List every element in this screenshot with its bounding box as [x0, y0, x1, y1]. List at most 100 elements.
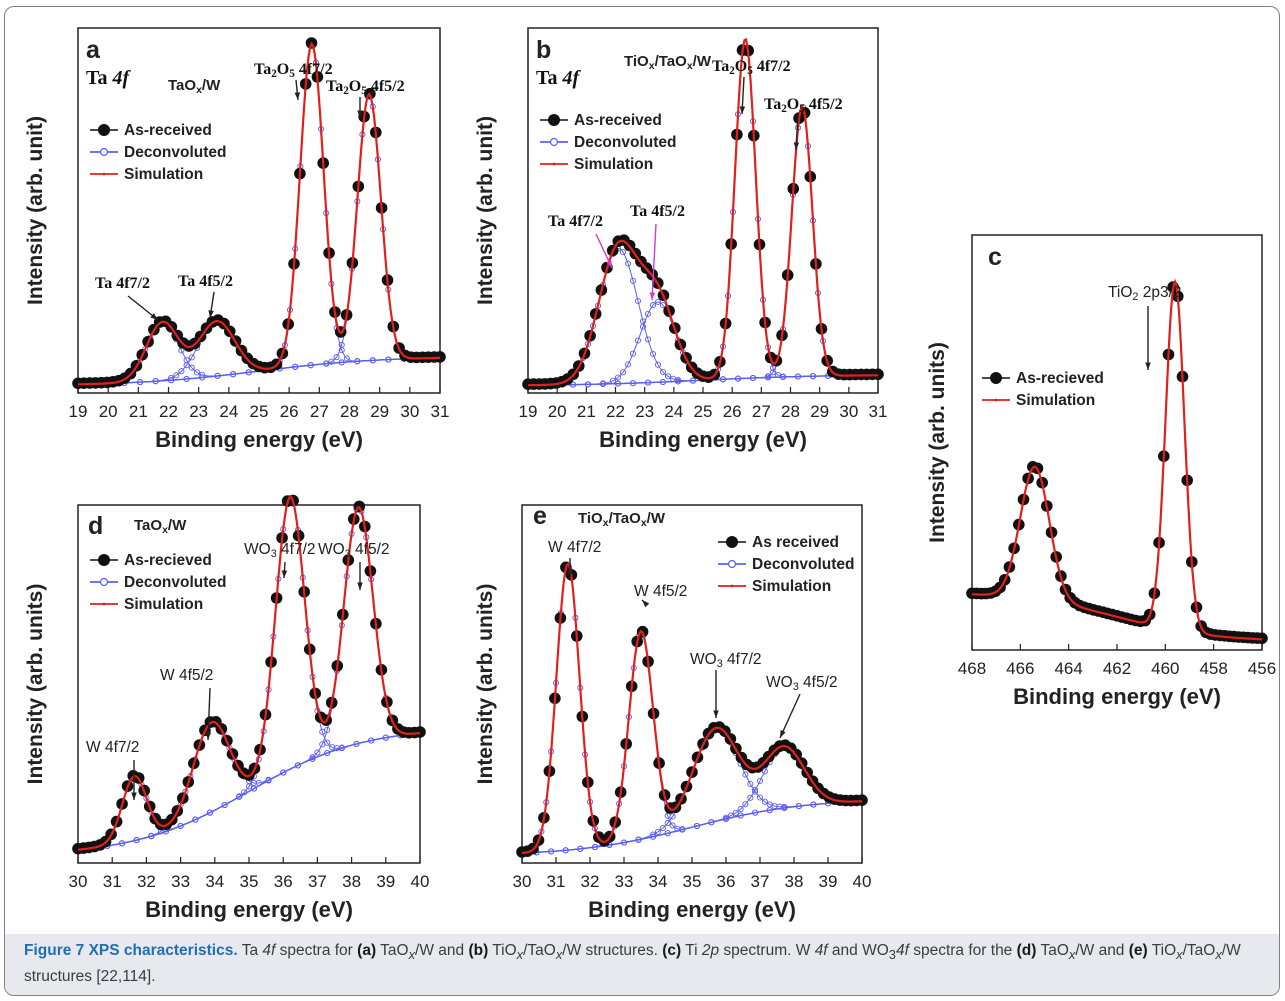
- data-point: [856, 794, 868, 806]
- legend-entry: Simulation: [752, 578, 831, 595]
- legend-d: As-recieved Deconvoluted Simulation: [90, 552, 226, 613]
- legend-entry: Deconvoluted: [124, 144, 226, 161]
- peak-label: Ta 4f5/2: [630, 203, 685, 220]
- x-tick-label: 28: [340, 402, 359, 421]
- y-axis-label: Intensity (arb. units): [24, 584, 47, 785]
- x-axis-label: Binding energy (eV): [588, 897, 796, 922]
- x-tick-label: 34: [205, 872, 224, 891]
- x-tick-label: 38: [785, 872, 804, 891]
- x-tick-label: 20: [548, 402, 567, 421]
- x-tick-label: 39: [819, 872, 838, 891]
- legend-entry: Deconvoluted: [124, 574, 226, 591]
- x-axis-label: Binding energy (eV): [599, 427, 807, 452]
- x-axis-label: Binding energy (eV): [145, 897, 353, 922]
- legend-entry: As-recieved: [1016, 370, 1104, 387]
- simulation-curve-c: [972, 282, 1262, 640]
- legend-entry: As-received: [124, 122, 212, 139]
- peak-label: Ta2O5 4f5/2: [764, 96, 843, 115]
- peak-label: W 4f5/2: [160, 667, 213, 684]
- peak-label: WO3 4f5/2: [766, 674, 838, 693]
- peak-label: Ta2O5 4f7/2: [712, 58, 791, 77]
- x-tick-label: 37: [308, 872, 327, 891]
- legend-entry: As-recieved: [124, 552, 212, 569]
- x-tick-label: 23: [635, 402, 654, 421]
- panel-a: 19 20 21 22 23 24 25 26 27 28 29 30 31Binding energy…: [24, 28, 449, 452]
- x-tick-label: 25: [694, 402, 713, 421]
- x-tick-label: 26: [280, 402, 299, 421]
- x-axis-label: Binding energy (eV): [155, 427, 363, 452]
- x-tick-label: 30: [69, 872, 88, 891]
- x-tick-label: 23: [189, 402, 208, 421]
- core-level-label: Ta 4f: [536, 67, 582, 89]
- peak-label: WO3 4f5/2: [318, 541, 390, 560]
- x-tick-label: 458: [1199, 659, 1227, 678]
- peak-label: W 4f5/2: [634, 583, 687, 600]
- legend-entry: Simulation: [124, 596, 203, 613]
- peak-label: Ta2O5 4f5/2: [326, 78, 405, 97]
- sample-label: TiOx/TaOx/W: [578, 510, 666, 529]
- legend-entry: Simulation: [1016, 392, 1095, 409]
- panel-e: 30 31 32 33 34 35 36 37 38 39 40Binding energy (eV…: [474, 502, 871, 922]
- legend-entry: Simulation: [124, 166, 203, 183]
- panel-d: 30 31 32 33 34 35 36 37 38 39 40 Binding energy (eV…: [24, 495, 429, 922]
- x-tick-label: 19: [519, 402, 538, 421]
- x-tick-label: 32: [581, 872, 600, 891]
- panel-c: 468 466 464 462 460 458 456 Binding energy (eV)…: [926, 235, 1276, 709]
- x-tick-label: 22: [159, 402, 178, 421]
- x-tick-label: 37: [751, 872, 770, 891]
- x-tick-label: 24: [219, 402, 238, 421]
- background-curve-e: [522, 801, 862, 853]
- deconvoluted-component-e-4: [519, 745, 862, 856]
- x-tick-label: 36: [717, 872, 736, 891]
- legend-entry: Simulation: [574, 156, 653, 173]
- x-tick-label: 35: [240, 872, 259, 891]
- x-tick-label: 24: [664, 402, 683, 421]
- core-level-label: Ta 4f: [86, 67, 132, 89]
- x-tick-label: 40: [853, 872, 872, 891]
- x-tick-label: 38: [342, 872, 361, 891]
- x-tick-label: 27: [752, 402, 771, 421]
- legend-entry: Deconvoluted: [574, 134, 676, 151]
- x-tick-label: 468: [958, 659, 986, 678]
- peak-label: W 4f7/2: [548, 539, 601, 556]
- x-tick-label: 27: [310, 402, 329, 421]
- legend-entry: As-received: [574, 112, 662, 129]
- x-tick-label: 22: [606, 402, 625, 421]
- x-axis-label: Binding energy (eV): [1013, 684, 1221, 709]
- peak-arrow: [652, 224, 656, 300]
- simulation-curve-e: [522, 564, 862, 853]
- legend-entry: As received: [752, 534, 839, 551]
- legend-c: As-recieved Simulation: [982, 370, 1104, 409]
- x-tick-label: 31: [431, 402, 450, 421]
- x-tick-label: 26: [723, 402, 742, 421]
- x-tick-label: 31: [869, 402, 888, 421]
- x-tick-label: 31: [547, 872, 566, 891]
- as-received-series-c: [966, 281, 1268, 644]
- peak-label: WO3 4f7/2: [690, 651, 762, 670]
- panel-letter: c: [988, 243, 1002, 271]
- y-axis-label: Intensity (arb. units): [926, 342, 949, 543]
- peak-label: W 4f7/2: [86, 739, 139, 756]
- x-tick-label: 29: [370, 402, 389, 421]
- panel-b: 19 20 21 22 23 24 25 26 27 28 29 30 31 Binding energy…: [474, 28, 887, 452]
- x-tick-label: 33: [615, 872, 634, 891]
- panel-letter: a: [86, 36, 101, 64]
- x-tick-label: 28: [781, 402, 800, 421]
- legend-e: As received Deconvoluted Simulation: [718, 534, 854, 595]
- legend-b: As-received Deconvoluted Simulation: [540, 112, 676, 173]
- x-tick-label: 30: [839, 402, 858, 421]
- x-tick-label: 462: [1103, 659, 1131, 678]
- peak-label: TiO2 2p3/2: [1108, 284, 1182, 303]
- x-tick-label: 30: [513, 872, 532, 891]
- x-tick-label: 25: [250, 402, 269, 421]
- x-tick-label: 39: [376, 872, 395, 891]
- x-tick-label: 33: [171, 872, 190, 891]
- peak-label: WO3 4f7/2: [244, 541, 316, 560]
- x-tick-label: 21: [129, 402, 148, 421]
- x-tick-label: 460: [1151, 659, 1179, 678]
- x-tick-label: 40: [411, 872, 430, 891]
- peak-label: Ta2O5 4f7/2: [254, 61, 333, 80]
- x-tick-label: 464: [1054, 659, 1082, 678]
- y-axis-label: Intensity (arb. units): [474, 584, 497, 785]
